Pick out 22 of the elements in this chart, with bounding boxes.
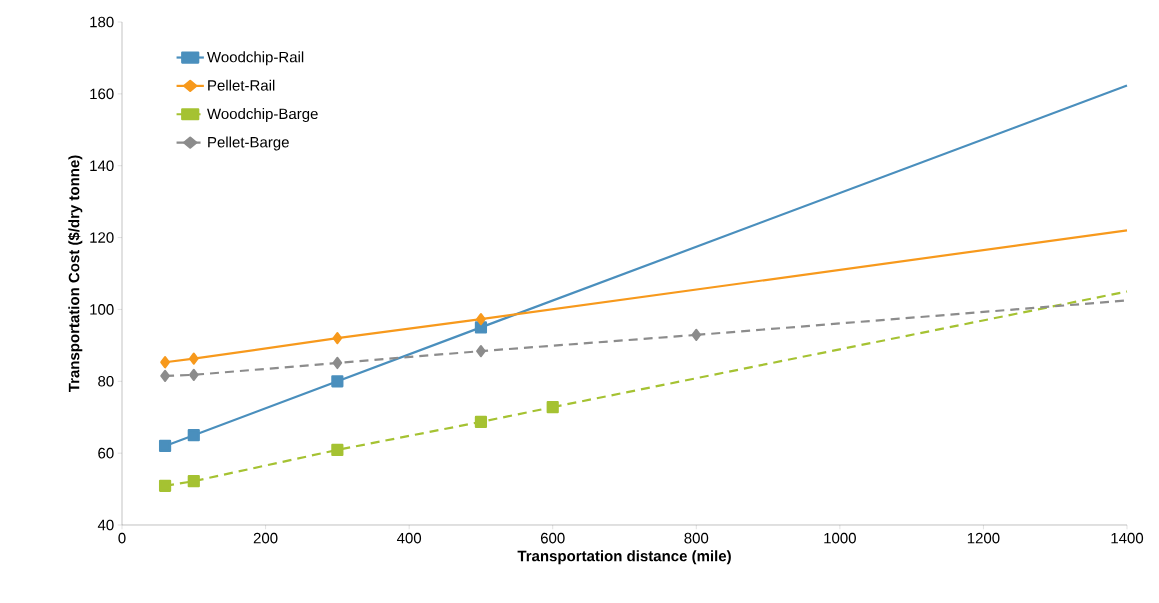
x-tick-label: 600 xyxy=(540,532,565,544)
x-tick-label: 1400 xyxy=(1111,532,1144,544)
y-tick-label: 180 xyxy=(90,16,114,28)
y-axis-title: Transportation Cost ($/dry tonne) xyxy=(68,155,83,393)
y-tick-label: 120 xyxy=(90,232,114,243)
legend-label: Pellet-Rail xyxy=(208,79,275,91)
x-tick-label: 800 xyxy=(684,532,709,544)
x-tick-label: 200 xyxy=(253,532,278,544)
x-tick-label: 1000 xyxy=(824,532,856,544)
legend-label: Woodchip-Rail xyxy=(207,51,304,66)
legend-label: Pellet-Barge xyxy=(208,136,289,151)
y-tick-label: 40 xyxy=(97,519,114,531)
y-tick-label: 80 xyxy=(98,375,114,387)
x-tick-label: 0 xyxy=(118,532,126,544)
y-tick-label: 140 xyxy=(90,160,114,172)
x-tick-label: 400 xyxy=(396,532,422,544)
x-axis-title: Transportation distance (mile) xyxy=(517,550,731,565)
y-tick-label: 60 xyxy=(98,447,114,459)
y-tick-label: 160 xyxy=(90,88,114,100)
y-tick-label: 100 xyxy=(90,304,114,315)
x-tick-label: 1200 xyxy=(967,532,1000,544)
legend-label: Woodchip-Barge xyxy=(207,108,318,123)
